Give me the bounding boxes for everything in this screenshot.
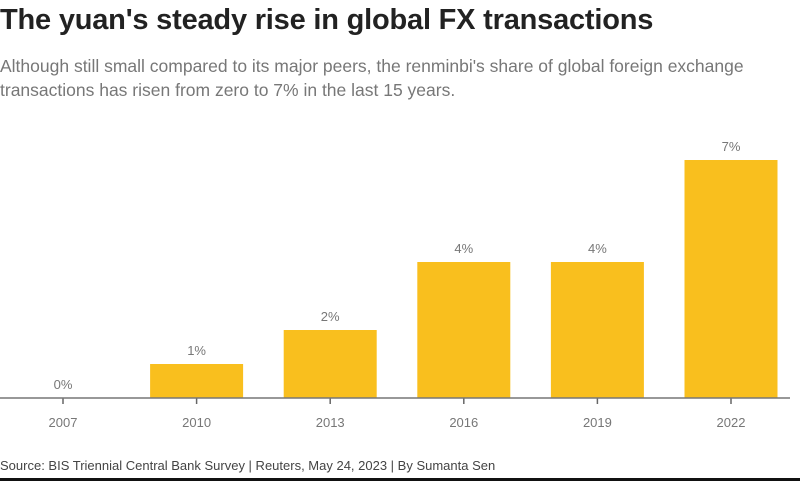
data-label-2010: 1% xyxy=(187,343,206,358)
data-label-2007: 0% xyxy=(54,377,73,392)
x-tick-label-2007: 2007 xyxy=(49,415,78,430)
x-tick-label-2022: 2022 xyxy=(717,415,746,430)
x-tick-label-2019: 2019 xyxy=(583,415,612,430)
x-tick-label-2010: 2010 xyxy=(182,415,211,430)
bar-2016 xyxy=(417,262,511,398)
source-note: Source: BIS Triennial Central Bank Surve… xyxy=(0,458,496,473)
bar-2019 xyxy=(550,262,644,398)
chart-title: The yuan's steady rise in global FX tran… xyxy=(0,4,654,36)
data-label-2016: 4% xyxy=(454,241,473,256)
chart-subtitle: Although still small compared to its maj… xyxy=(0,56,744,100)
x-tick-label-2013: 2013 xyxy=(316,415,345,430)
data-label-2022: 7% xyxy=(722,139,741,154)
x-tick-label-2016: 2016 xyxy=(449,415,478,430)
data-label-2019: 4% xyxy=(588,241,607,256)
bottom-border xyxy=(0,478,800,481)
data-label-2013: 2% xyxy=(321,309,340,324)
bar-2022 xyxy=(684,160,778,398)
bar-2010 xyxy=(150,364,244,398)
bar-2013 xyxy=(283,330,377,398)
